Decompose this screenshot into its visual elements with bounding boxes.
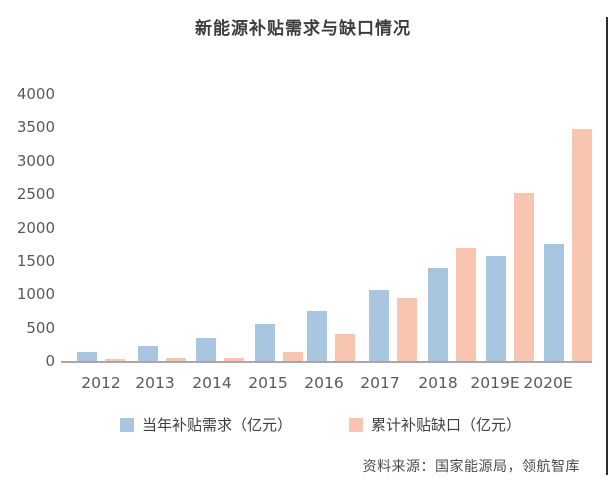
bar-gap-2016 [335, 333, 355, 361]
bar-demand-2012 [77, 352, 97, 361]
bar-demand-2019E [486, 255, 506, 361]
y-axis-tick-label: 3500 [16, 118, 55, 137]
bar-demand-2018 [428, 267, 448, 361]
x-axis-label-2012: 2012 [81, 374, 121, 392]
source-note: 资料来源：国家能源局，领航智库 [362, 459, 580, 475]
y-axis-tick-label: 4000 [16, 85, 55, 103]
x-axis-label-2015: 2015 [248, 374, 288, 392]
chart-legend: 当年补贴需求（亿元） 累计补贴缺口（亿元） [0, 414, 610, 434]
x-axis-label-2019E: 2019E [470, 374, 520, 392]
chart-title: 新能源补贴需求与缺口情况 [195, 19, 411, 39]
bar-demand-2017 [369, 289, 389, 361]
legend-label-demand: 当年补贴需求（亿元） [142, 416, 293, 434]
x-axis-label-2018: 2018 [418, 374, 458, 392]
legend-label-gap: 累计补贴缺口（亿元） [371, 416, 522, 434]
y-axis-tick-label: 2500 [16, 185, 55, 204]
bar-gap-2019E [514, 192, 534, 361]
x-axis-line [61, 361, 592, 363]
y-axis-tick-label: 0 [45, 352, 55, 370]
bar-demand-2013 [138, 346, 158, 361]
bar-gap-2017 [397, 297, 417, 361]
right-edge-border [606, 17, 608, 475]
legend-item-demand: 当年补贴需求（亿元） [120, 414, 292, 435]
x-axis-label-2020E: 2020E [523, 374, 573, 392]
bar-gap-2012 [105, 358, 125, 361]
x-axis-label-2016: 2016 [304, 374, 344, 392]
bar-demand-2016 [307, 310, 327, 361]
y-axis-tick-label: 3000 [16, 151, 55, 170]
y-axis-tick-label: 2000 [16, 218, 55, 237]
bar-demand-2014 [196, 337, 216, 361]
bar-gap-2018 [456, 247, 476, 361]
x-axis-label-2017: 2017 [360, 374, 400, 392]
legend-swatch-gap [349, 417, 363, 432]
legend-swatch-demand [120, 417, 134, 432]
bar-gap-2020E [572, 129, 592, 361]
bar-gap-2013 [166, 358, 186, 361]
x-axis-label-2013: 2013 [135, 374, 175, 392]
bar-demand-2015 [255, 323, 275, 361]
y-axis-tick-label: 1500 [16, 251, 55, 270]
y-axis-tick-label: 500 [26, 318, 55, 337]
bar-gap-2014 [224, 357, 244, 361]
x-axis-label-2014: 2014 [192, 374, 232, 392]
y-axis-tick-label: 1000 [16, 285, 55, 304]
bar-gap-2015 [283, 352, 303, 361]
legend-item-gap: 累计补贴缺口（亿元） [349, 414, 521, 435]
bar-demand-2020E [544, 243, 564, 361]
